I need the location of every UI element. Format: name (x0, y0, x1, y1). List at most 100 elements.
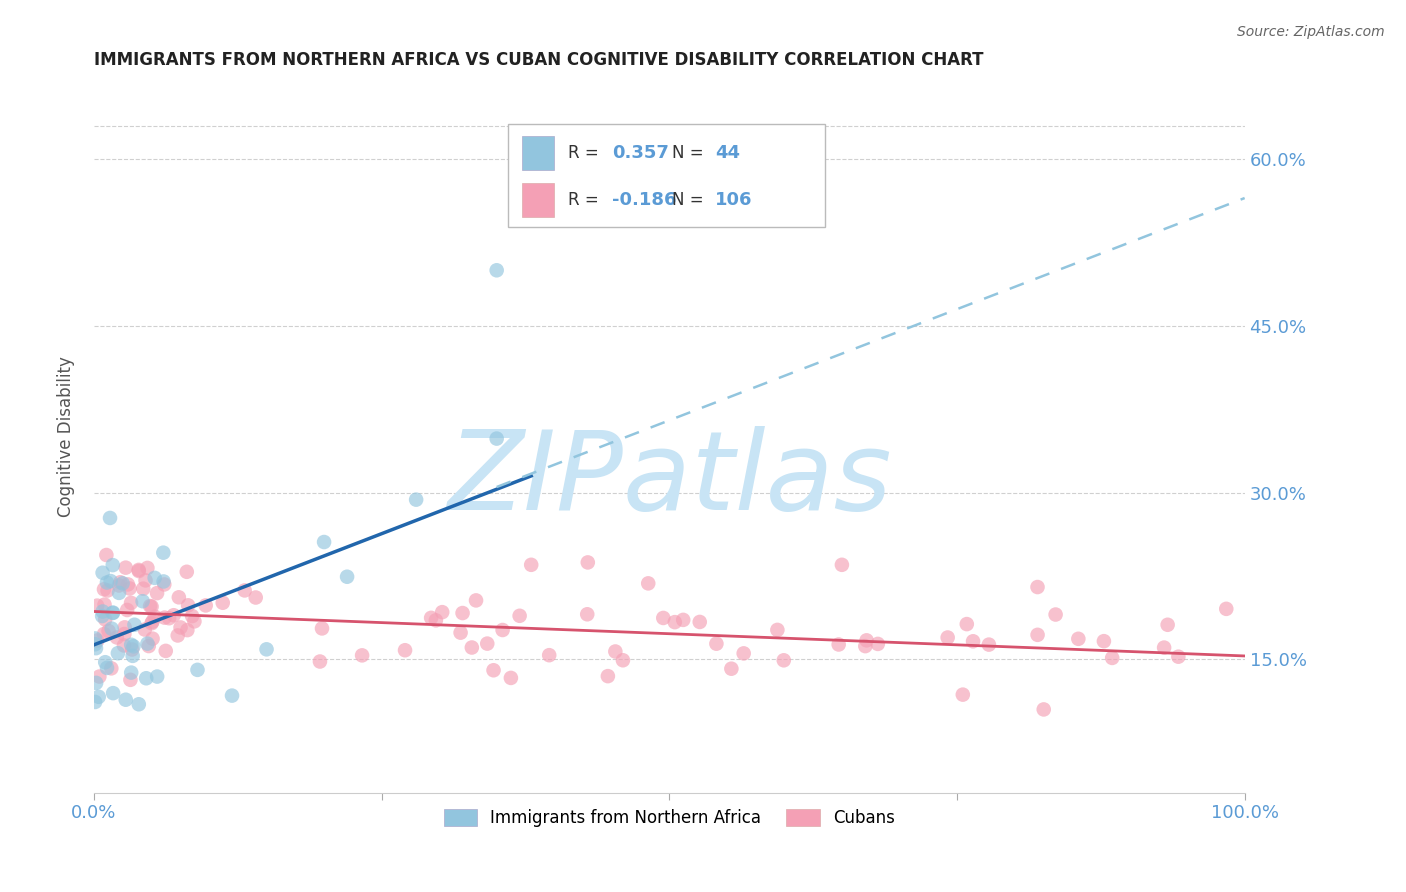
Point (855, 633, 877, 648)
Point (1067, 632, 1090, 646)
Point (100, 622, 122, 636)
Point (233, 583, 256, 598)
Point (96, 548, 118, 562)
Point (101, 558, 124, 573)
Point (142, 632, 165, 646)
Text: R =: R = (568, 145, 605, 162)
Point (153, 610, 176, 624)
Point (1045, 607, 1067, 622)
Point (538, 648, 561, 663)
Text: R =: R = (568, 191, 605, 209)
Point (93, 598, 115, 612)
Point (86, 599, 108, 613)
Point (118, 582, 141, 596)
Point (101, 606, 124, 620)
Point (112, 627, 135, 641)
Point (143, 571, 166, 585)
Point (596, 669, 619, 683)
Point (139, 599, 162, 613)
Point (134, 623, 156, 637)
Point (637, 576, 659, 591)
Point (766, 623, 789, 637)
Point (420, 611, 443, 625)
Point (124, 617, 146, 632)
Point (720, 662, 742, 676)
Point (245, 591, 267, 605)
Point (664, 615, 686, 629)
Point (491, 623, 513, 637)
Legend: Immigrants from Northern Africa, Cubans: Immigrants from Northern Africa, Cubans (437, 803, 901, 834)
Point (100, 661, 122, 675)
Point (121, 642, 143, 657)
Point (86, 633, 108, 648)
Point (141, 599, 163, 614)
Point (1156, 617, 1178, 632)
FancyBboxPatch shape (522, 136, 554, 170)
Point (485, 432, 508, 446)
Point (977, 638, 1000, 652)
Point (1167, 649, 1189, 664)
Point (135, 574, 157, 588)
Point (120, 665, 142, 680)
Point (312, 535, 335, 549)
Point (141, 616, 163, 631)
Point (394, 643, 416, 657)
Point (152, 574, 174, 589)
FancyBboxPatch shape (508, 124, 825, 227)
Point (96, 661, 118, 675)
Point (101, 686, 124, 700)
Point (98, 511, 121, 525)
Point (336, 570, 359, 584)
Point (733, 646, 755, 660)
Point (221, 689, 243, 703)
Point (181, 609, 204, 624)
Point (131, 594, 153, 608)
Point (186, 663, 208, 677)
Text: ZIPatlas: ZIPatlas (447, 426, 891, 533)
Point (1101, 651, 1123, 665)
Point (772, 653, 794, 667)
Point (128, 563, 150, 577)
Point (93, 582, 115, 597)
Point (956, 617, 979, 632)
Point (432, 605, 454, 619)
Point (166, 628, 188, 642)
Point (141, 615, 163, 629)
Point (93, 627, 115, 641)
Point (94, 612, 117, 626)
Point (425, 613, 447, 627)
Point (97, 624, 120, 638)
Point (84, 641, 107, 656)
Point (120, 596, 142, 610)
Point (120, 673, 142, 687)
Point (91, 609, 114, 624)
Point (153, 577, 176, 591)
Point (605, 644, 627, 658)
Point (461, 640, 484, 655)
Point (1153, 640, 1175, 655)
Point (96, 583, 118, 598)
Point (128, 564, 150, 578)
Point (1026, 580, 1049, 594)
Point (1092, 634, 1115, 648)
Point (706, 637, 728, 651)
Point (138, 639, 160, 653)
Point (89, 669, 111, 683)
Point (451, 606, 474, 620)
Point (831, 558, 853, 572)
Point (84, 676, 107, 690)
Point (352, 648, 374, 663)
Point (866, 637, 889, 651)
Point (612, 653, 634, 667)
Point (128, 698, 150, 712)
Point (120, 638, 142, 652)
Text: Source: ZipAtlas.com: Source: ZipAtlas.com (1237, 25, 1385, 39)
Text: N =: N = (672, 145, 709, 162)
Point (157, 611, 180, 625)
Point (520, 558, 543, 572)
Point (84, 637, 107, 651)
Point (110, 575, 132, 590)
Point (107, 646, 129, 660)
Point (96, 575, 118, 590)
Point (114, 620, 136, 634)
